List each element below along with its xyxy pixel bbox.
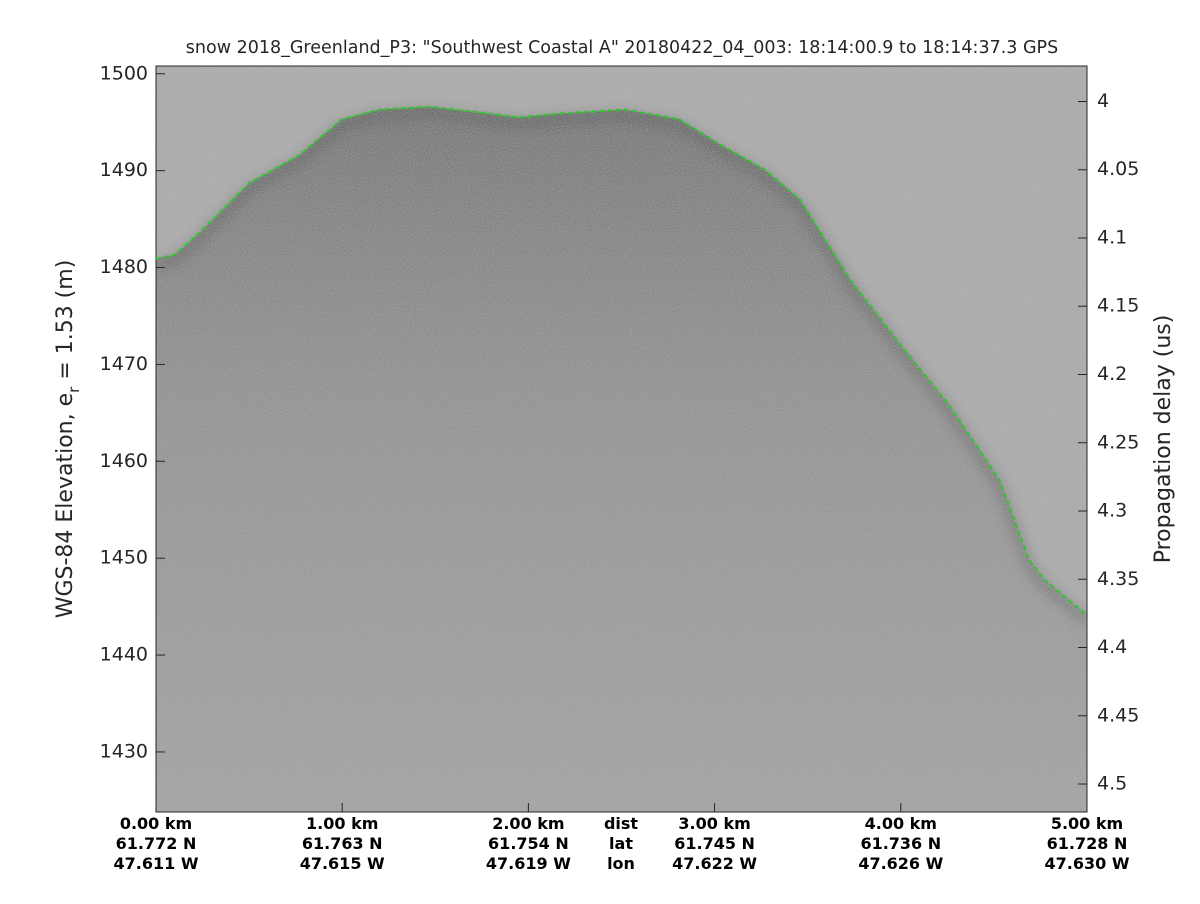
y-label-subscript: r — [65, 386, 83, 393]
speckle — [156, 66, 1087, 812]
y-tick-label: 1480 — [100, 256, 148, 278]
row-label: lat — [609, 834, 633, 853]
y2-tick-label: 4 — [1097, 90, 1109, 112]
y2-tick-label: 4.5 — [1097, 773, 1127, 795]
y-tick-label: 1460 — [100, 450, 148, 472]
plot-frame — [155, 65, 1088, 813]
y-tick-label: 1450 — [100, 547, 148, 569]
y-tick-label: 1490 — [100, 159, 148, 181]
x-tick-label: 3.00 km — [678, 814, 750, 833]
x-tick-label: 2.00 km — [492, 814, 564, 833]
lat-label: 61.736 N — [860, 834, 941, 853]
lat-label: 61.763 N — [302, 834, 383, 853]
y2-axis-label: Propagation delay (us) — [1151, 315, 1176, 564]
lon-label: 47.619 W — [486, 854, 571, 873]
y-tick-label: 1430 — [100, 740, 148, 762]
row-label: dist — [604, 814, 638, 833]
surface-line — [155, 105, 1088, 617]
y2-tick-label: 4.45 — [1097, 704, 1139, 726]
y-tick-label: 1470 — [100, 353, 148, 375]
y2-tick-label: 4.4 — [1097, 636, 1127, 658]
lon-label: 47.630 W — [1045, 854, 1130, 873]
y-axis-label: WGS-84 Elevation, er = 1.53 (m) — [53, 260, 83, 619]
lon-label: 47.611 W — [114, 854, 199, 873]
y-tick-label: 1500 — [100, 62, 148, 84]
lon-label: 47.615 W — [300, 854, 385, 873]
lon-label: 47.622 W — [672, 854, 757, 873]
lat-label: 61.745 N — [674, 834, 755, 853]
y2-tick-label: 4.15 — [1097, 295, 1139, 317]
y2-tick-label: 4.35 — [1097, 568, 1139, 590]
y2-tick-label: 4.1 — [1097, 226, 1127, 248]
lat-label: 61.772 N — [116, 834, 197, 853]
y-label-text: WGS-84 Elevation, e — [53, 393, 78, 618]
y2-tick-label: 4.25 — [1097, 431, 1139, 453]
row-label: lon — [607, 854, 635, 873]
x-tick-label: 5.00 km — [1051, 814, 1123, 833]
x-tick-label: 0.00 km — [120, 814, 192, 833]
lon-label: 47.626 W — [858, 854, 943, 873]
lat-label: 61.754 N — [488, 834, 569, 853]
y2-tick-label: 4.05 — [1097, 158, 1139, 180]
y2-tick-label: 4.3 — [1097, 500, 1127, 522]
x-tick-label: 4.00 km — [865, 814, 937, 833]
y-tick-label: 1440 — [100, 644, 148, 666]
y2-tick-label: 4.2 — [1097, 363, 1127, 385]
x-tick-label: 1.00 km — [306, 814, 378, 833]
chart-title: snow 2018_Greenland_P3: "Southwest Coast… — [186, 38, 1058, 58]
lat-label: 61.728 N — [1047, 834, 1128, 853]
y-label-suffix: = 1.53 (m) — [53, 260, 78, 387]
